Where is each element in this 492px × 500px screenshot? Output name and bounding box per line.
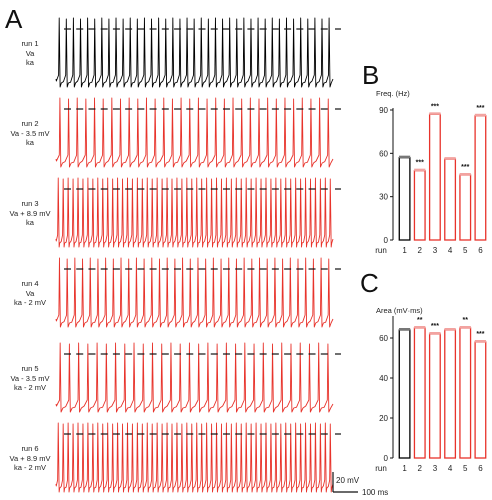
run-label-1: run 1 Va ka [0,39,60,68]
significance-marker: ** [463,317,469,324]
trace-run-4 [55,257,334,328]
run-label-line: ka - 2 mV [13,298,47,307]
error-bar [459,173,471,176]
bar-run-4 [444,158,457,241]
significance-marker: *** [416,160,424,167]
bar-run-3 [428,113,441,241]
bar-run-1 [398,157,411,241]
scale-bar-voltage-label: 20 mV [336,476,360,485]
run-label-line: Va - 3.5 mV [10,128,50,138]
bar-run-2 [413,170,426,241]
run-label-line: run 2 [21,119,39,128]
run-label-line: run 3 [21,199,39,208]
run-label-line: run 1 [21,39,39,48]
trace-run-2 [55,97,334,168]
x-tick-label: 2 [418,246,423,255]
x-tick-label: 1 [402,464,407,473]
bar-run-6 [474,341,487,459]
chart-panel-c: 0 20 40 60 Area (mV·ms) 1 2 ** 3 *** 4 5 ** 6 *** run [375,306,487,473]
run-label-6: run 6 Va + 8.9 mV ka - 2 mV [0,444,60,473]
panel-c-letter: C [360,268,379,298]
x-tick-label: 6 [478,246,483,255]
significance-marker: ** [417,317,423,324]
trace-run-3 [55,177,334,248]
error-bar [459,326,471,329]
run-label-line: Va [25,288,35,298]
chart-panel-b: 0 30 60 90 Freq. (Hz) 1 2 *** 3 *** 4 5 *** 6 *** run [375,89,487,255]
scale-bar-time-label: 100 ms [362,488,388,497]
significance-marker: *** [476,105,484,112]
run-label-2: run 2 Va - 3.5 mV ka [0,119,60,148]
bar-run-5 [459,174,472,241]
x-tick-label: 4 [448,464,453,473]
y-tick-label: 60 [379,149,388,158]
run-label-line: ka - 2 mV [13,463,47,472]
panel-b-letter: B [362,60,380,90]
trace-run-6 [55,422,334,493]
bar-run-2 [413,327,426,459]
run-label-line: ka - 2 mV [13,383,47,392]
y-tick-label: 90 [379,106,388,115]
significance-marker: *** [461,164,469,171]
error-bar [398,328,411,331]
bar-run-1 [398,329,411,459]
panel-a-letter: A [5,4,23,34]
trace-run-5 [55,342,334,413]
bar-run-6 [474,115,487,241]
run-label-line: Va + 8.9 mV [9,453,51,463]
error-bar [474,113,487,117]
x-tick-label: 5 [463,246,468,255]
run-label-line: Va - 3.5 mV [10,373,50,383]
y-axis-label: Freq. (Hz) [376,89,410,98]
error-bar [414,168,426,172]
x-axis-label: run [375,464,387,473]
y-tick-label: 30 [379,193,388,202]
error-bar [474,340,487,343]
x-tick-label: 4 [448,246,453,255]
error-bar [444,328,456,331]
x-tick-label: 6 [478,464,483,473]
y-tick-label: 40 [379,374,388,383]
y-tick-label: 20 [379,414,388,423]
error-bar [444,157,456,160]
x-tick-label: 5 [463,464,468,473]
run-label-line: ka [26,138,34,147]
y-tick-label: 60 [379,334,388,343]
run-label-line: Va [25,48,35,58]
error-bar [398,155,411,159]
bar-run-5 [459,327,472,459]
significance-marker: *** [476,331,484,338]
x-tick-label: 3 [433,464,438,473]
error-bar [429,332,441,335]
x-tick-label: 2 [418,464,423,473]
significance-marker: *** [431,323,439,330]
error-bar [414,326,426,329]
bar-run-3 [428,333,441,459]
y-tick-label: 0 [384,454,389,463]
y-axis-label: Area (mV·ms) [376,306,423,315]
trace-run-1 [55,17,334,88]
x-tick-label: 3 [433,246,438,255]
run-label-line: run 6 [21,444,39,453]
run-label-line: Va + 8.9 mV [9,208,51,218]
significance-marker: *** [431,103,439,110]
x-tick-label: 1 [402,246,407,255]
bar-run-4 [444,329,457,459]
run-label-3: run 3 Va + 8.9 mV ka [0,199,60,228]
error-bar [429,112,441,115]
run-label-5: run 5 Va - 3.5 mV ka - 2 mV [0,364,60,393]
run-label-line: run 4 [21,279,39,288]
y-tick-label: 0 [384,236,389,245]
run-label-line: ka [26,58,34,67]
run-label-line: run 5 [21,364,39,373]
run-label-4: run 4 Va ka - 2 mV [0,279,60,308]
run-label-line: ka [26,218,34,227]
x-axis-label: run [375,246,387,255]
